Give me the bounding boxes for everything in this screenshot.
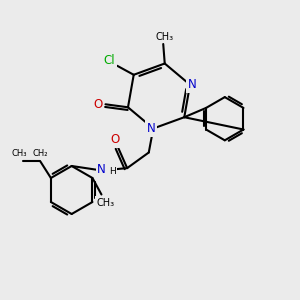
Text: Cl: Cl	[103, 54, 115, 67]
Text: H: H	[109, 167, 116, 176]
Text: CH₃: CH₃	[97, 198, 115, 208]
Text: CH₃: CH₃	[12, 148, 27, 158]
Text: O: O	[110, 133, 119, 146]
Text: O: O	[93, 98, 103, 111]
Text: N: N	[146, 122, 155, 135]
Text: CH₃: CH₃	[156, 32, 174, 41]
Text: N: N	[188, 78, 197, 91]
Text: N: N	[97, 164, 106, 176]
Text: CH₂: CH₂	[33, 148, 48, 158]
